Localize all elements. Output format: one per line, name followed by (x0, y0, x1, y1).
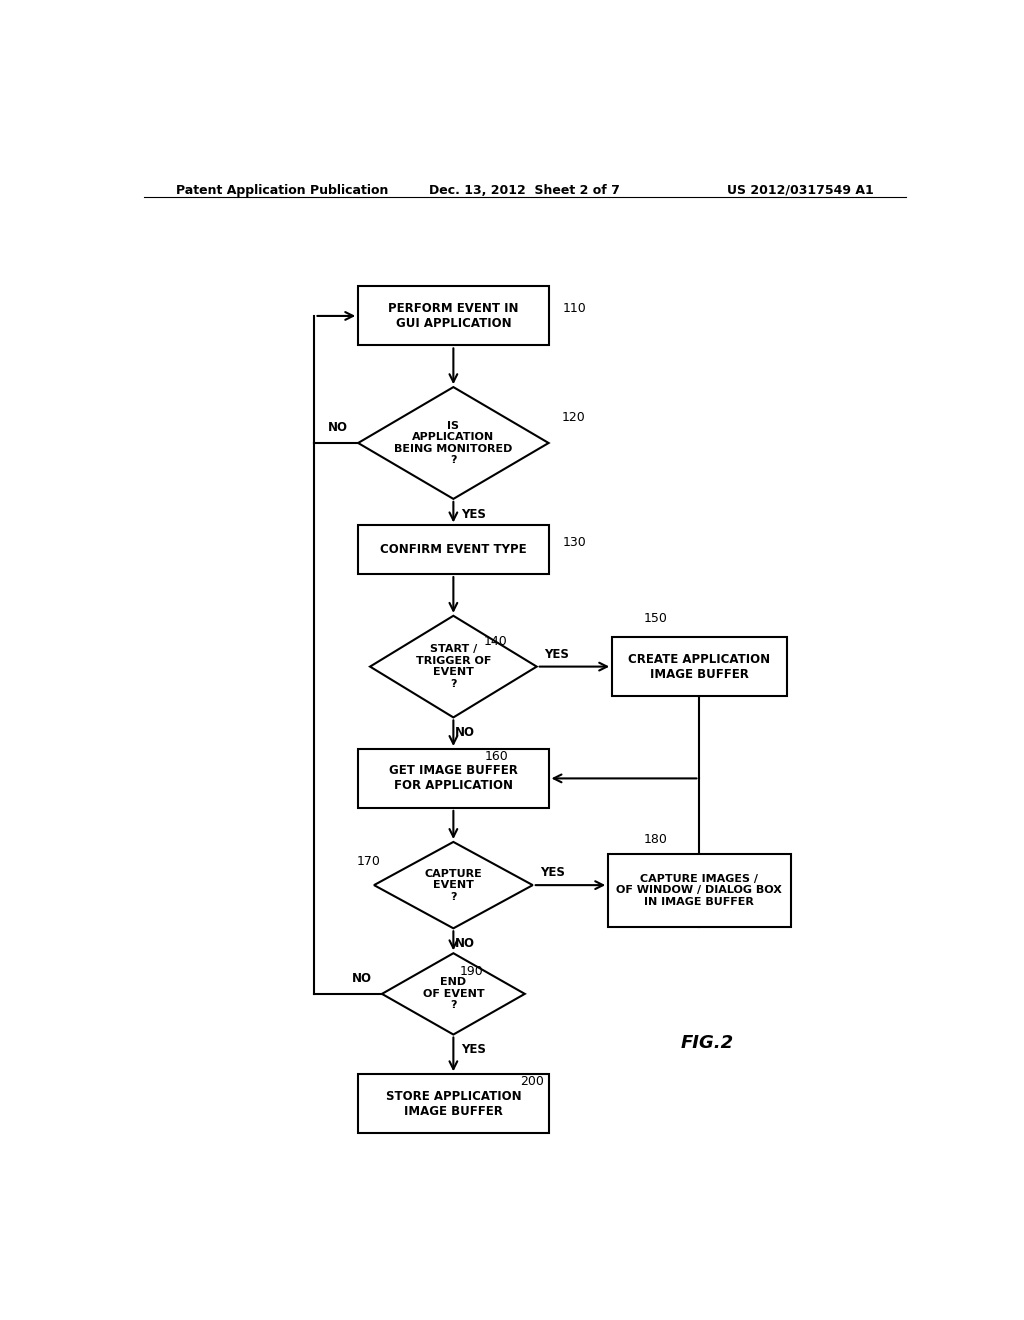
Text: IS
APPLICATION
BEING MONITORED
?: IS APPLICATION BEING MONITORED ? (394, 421, 513, 466)
Text: 130: 130 (563, 536, 587, 549)
Text: YES: YES (544, 648, 569, 661)
Text: 160: 160 (485, 750, 509, 763)
Polygon shape (382, 953, 524, 1035)
Polygon shape (358, 387, 549, 499)
Text: 170: 170 (356, 855, 381, 869)
Text: CAPTURE
EVENT
?: CAPTURE EVENT ? (425, 869, 482, 902)
Text: NO: NO (329, 421, 348, 434)
Text: FIG.2: FIG.2 (681, 1034, 734, 1052)
Text: 180: 180 (644, 833, 668, 846)
Text: CAPTURE IMAGES /
OF WINDOW / DIALOG BOX
IN IMAGE BUFFER: CAPTURE IMAGES / OF WINDOW / DIALOG BOX … (616, 874, 782, 907)
Text: US 2012/0317549 A1: US 2012/0317549 A1 (727, 183, 873, 197)
Text: CONFIRM EVENT TYPE: CONFIRM EVENT TYPE (380, 544, 526, 556)
Text: 190: 190 (460, 965, 483, 978)
Text: YES: YES (461, 508, 485, 520)
Text: Patent Application Publication: Patent Application Publication (176, 183, 388, 197)
Text: 140: 140 (483, 635, 507, 648)
Text: YES: YES (461, 1043, 485, 1056)
Text: NO: NO (456, 937, 475, 950)
FancyBboxPatch shape (358, 1074, 549, 1133)
Polygon shape (374, 842, 532, 928)
FancyBboxPatch shape (608, 854, 791, 927)
Text: NO: NO (352, 972, 372, 985)
Polygon shape (370, 615, 537, 718)
Text: NO: NO (456, 726, 475, 739)
FancyBboxPatch shape (358, 748, 549, 808)
Text: END
OF EVENT
?: END OF EVENT ? (423, 977, 484, 1011)
Text: PERFORM EVENT IN
GUI APPLICATION: PERFORM EVENT IN GUI APPLICATION (388, 302, 518, 330)
FancyBboxPatch shape (358, 286, 549, 346)
Text: 150: 150 (644, 612, 668, 626)
FancyBboxPatch shape (612, 638, 786, 696)
Text: STORE APPLICATION
IMAGE BUFFER: STORE APPLICATION IMAGE BUFFER (386, 1089, 521, 1118)
Text: CREATE APPLICATION
IMAGE BUFFER: CREATE APPLICATION IMAGE BUFFER (629, 652, 770, 681)
Text: Dec. 13, 2012  Sheet 2 of 7: Dec. 13, 2012 Sheet 2 of 7 (429, 183, 621, 197)
FancyBboxPatch shape (358, 525, 549, 574)
Text: START /
TRIGGER OF
EVENT
?: START / TRIGGER OF EVENT ? (416, 644, 492, 689)
Text: YES: YES (540, 866, 565, 879)
Text: 110: 110 (563, 302, 587, 315)
Text: 120: 120 (561, 411, 585, 424)
Text: GET IMAGE BUFFER
FOR APPLICATION: GET IMAGE BUFFER FOR APPLICATION (389, 764, 518, 792)
Text: 200: 200 (520, 1074, 544, 1088)
